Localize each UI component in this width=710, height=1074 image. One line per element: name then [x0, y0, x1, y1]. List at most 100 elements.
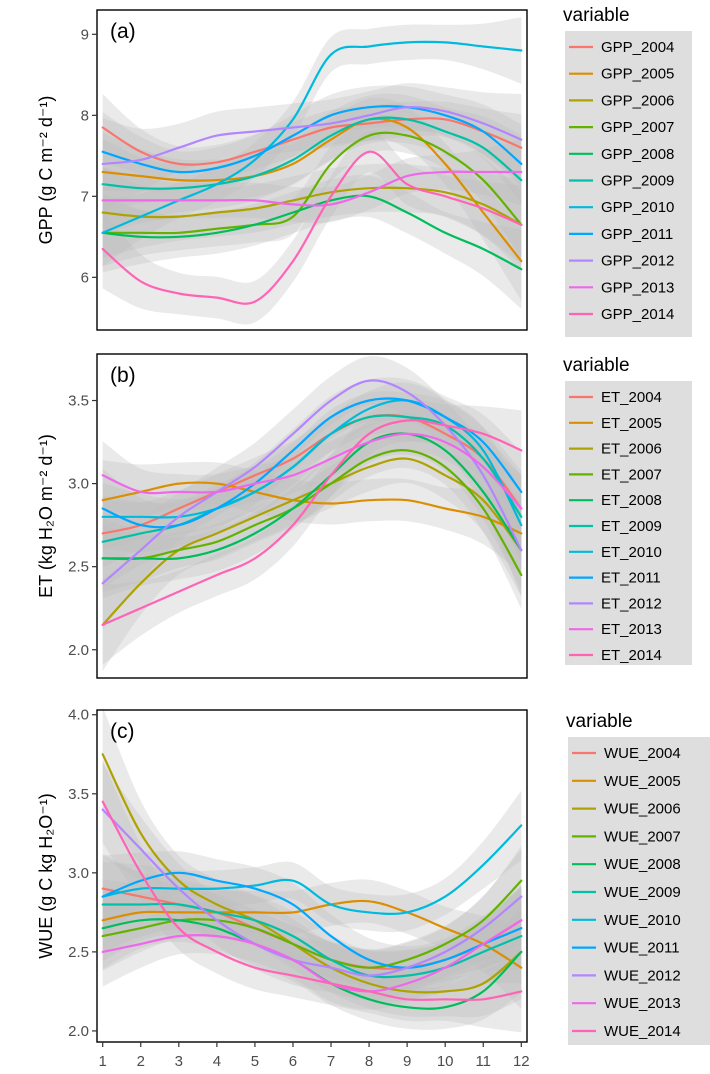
band-wue-2004: [102, 854, 522, 987]
y-tick-label: 2.5: [68, 944, 89, 961]
line-wue-2006: [101, 753, 523, 994]
x-tick-label: 11: [475, 1053, 491, 1070]
legend-label-2006: ET_2006: [601, 441, 662, 458]
legend-label-2010: ET_2010: [601, 544, 662, 561]
x-tick-label: 6: [289, 1053, 297, 1070]
panel-a: 6 7 8 9 (a) GPP (g C m⁻² d⁻¹) variable GPP_2…: [36, 5, 692, 337]
y-tick-label: 6: [81, 269, 89, 286]
panel-c-frame: [96, 709, 528, 1043]
legend-label-2008: ET_2008: [601, 492, 662, 509]
line-wue-2010: [101, 824, 523, 915]
panel-c-ylabel: WUE (g C kg H₂O⁻¹): [36, 793, 56, 959]
legend-label-2007: WUE_2007: [604, 828, 681, 845]
legend-label-2005: GPP_2005: [601, 66, 674, 83]
line-gpp-2005: [101, 117, 523, 263]
band-wue-2007: [102, 846, 522, 986]
y-tick-label: 3.0: [68, 476, 89, 493]
legend-label-2005: ET_2005: [601, 415, 662, 432]
legend-label-2012: GPP_2012: [601, 253, 674, 270]
line-gpp-2014: [101, 150, 523, 305]
panel-a-bands: [102, 17, 522, 325]
band-gpp-2013: [102, 138, 522, 234]
legend-label-2014: GPP_2014: [601, 306, 674, 323]
legend-label-2009: ET_2009: [601, 518, 662, 535]
line-gpp-2006: [101, 186, 523, 226]
line-et-2014: [101, 419, 523, 626]
band-gpp-2010: [102, 17, 522, 267]
legend-background: [565, 381, 692, 665]
y-tick-label: 3.0: [68, 865, 89, 882]
y-tick-label: 2.0: [68, 642, 89, 659]
legend-label-2008: GPP_2008: [601, 146, 674, 163]
band-et-2009: [102, 391, 522, 588]
x-tick-label: 7: [327, 1053, 335, 1070]
y-tick-label: 2.5: [68, 559, 89, 576]
band-wue-2012: [102, 762, 522, 1001]
panel-b-yticks: 2.0 2.5 3.0 3.5: [68, 393, 97, 659]
legend-label-2013: GPP_2013: [601, 279, 674, 296]
line-et-2007: [101, 449, 523, 577]
band-gpp-2004: [102, 94, 522, 182]
band-et-2005: [102, 460, 522, 574]
band-gpp-2011: [102, 85, 522, 204]
panel-a-label: (a): [110, 20, 136, 43]
x-tick-label: 4: [213, 1053, 221, 1070]
line-gpp-2007: [101, 131, 523, 235]
band-wue-2010: [102, 790, 522, 933]
y-tick-label: 3.5: [68, 786, 89, 803]
line-wue-2005: [101, 899, 523, 969]
y-tick-label: 4.0: [68, 707, 89, 724]
line-wue-2011: [101, 871, 523, 969]
legend-label-2010: WUE_2010: [604, 912, 681, 929]
x-tick-label: 12: [513, 1053, 530, 1070]
legend-label-2010: GPP_2010: [601, 199, 674, 216]
band-wue-2014: [102, 760, 522, 1033]
y-tick-label: 9: [81, 26, 89, 43]
legend-label-2007: GPP_2007: [601, 119, 674, 136]
panel-a-legend: variable GPP_2004 GPP_2005 GPP_2006 GPP_2007…: [563, 5, 692, 337]
band-et-2004: [102, 397, 522, 568]
legend-label-2004: WUE_2004: [604, 745, 681, 762]
band-wue-2013: [102, 885, 522, 1010]
band-gpp-2008: [102, 174, 522, 309]
line-gpp-2004: [101, 117, 523, 166]
band-et-2006: [102, 434, 522, 671]
panel-a-lines: [101, 40, 523, 305]
legend-label-2011: WUE_2011: [604, 940, 680, 957]
panel-a-yticks: 6 7 8 9: [81, 26, 97, 286]
legend-title: variable: [563, 5, 630, 26]
legend-label-2009: WUE_2009: [604, 884, 681, 901]
legend-background: [565, 31, 692, 337]
legend-title: variable: [563, 355, 630, 376]
legend-label-2013: WUE_2013: [604, 995, 681, 1012]
x-tick-label: 8: [365, 1053, 373, 1070]
line-et-2005: [101, 481, 523, 535]
legend-label-2014: WUE_2014: [604, 1023, 681, 1040]
line-et-2013: [101, 432, 523, 510]
panel-b-ylabel: ET (kg H₂O m⁻² d⁻¹): [36, 434, 56, 598]
legend-label-2013: ET_2013: [601, 621, 662, 638]
line-wue-2012: [101, 808, 523, 977]
legend-label-2012: ET_2012: [601, 595, 662, 612]
legend-label-2011: GPP_2011: [601, 226, 673, 243]
x-tick-label: 5: [251, 1053, 259, 1070]
panel-a-frame: [96, 9, 528, 331]
legend-label-2009: GPP_2009: [601, 173, 674, 190]
panel-b: 2.0 2.5 3.0 3.5 (b) ET (kg H₂O m⁻² d⁻¹) var…: [36, 353, 692, 679]
panel-c-xticks: 1 2 3 4 5 6 7 8 9 10 11 12: [99, 1042, 530, 1070]
x-tick-label: 1: [99, 1053, 107, 1070]
legend-label-2007: ET_2007: [601, 466, 662, 483]
legend-label-2006: GPP_2006: [601, 92, 674, 109]
panel-c-yticks: 2.0 2.5 3.0 3.5 4.0: [68, 707, 97, 1040]
band-gpp-2012: [102, 83, 522, 210]
panel-a-ylabel: GPP (g C m⁻² d⁻¹): [36, 96, 56, 245]
legend-label-2005: WUE_2005: [604, 773, 681, 790]
y-tick-label: 8: [81, 107, 89, 124]
y-tick-label: 3.5: [68, 393, 89, 410]
band-gpp-2009: [102, 93, 522, 230]
band-et-2013: [102, 415, 522, 543]
legend-label-2014: ET_2014: [601, 647, 662, 664]
panel-c-label: (c): [110, 720, 135, 743]
band-gpp-2006: [102, 163, 522, 271]
